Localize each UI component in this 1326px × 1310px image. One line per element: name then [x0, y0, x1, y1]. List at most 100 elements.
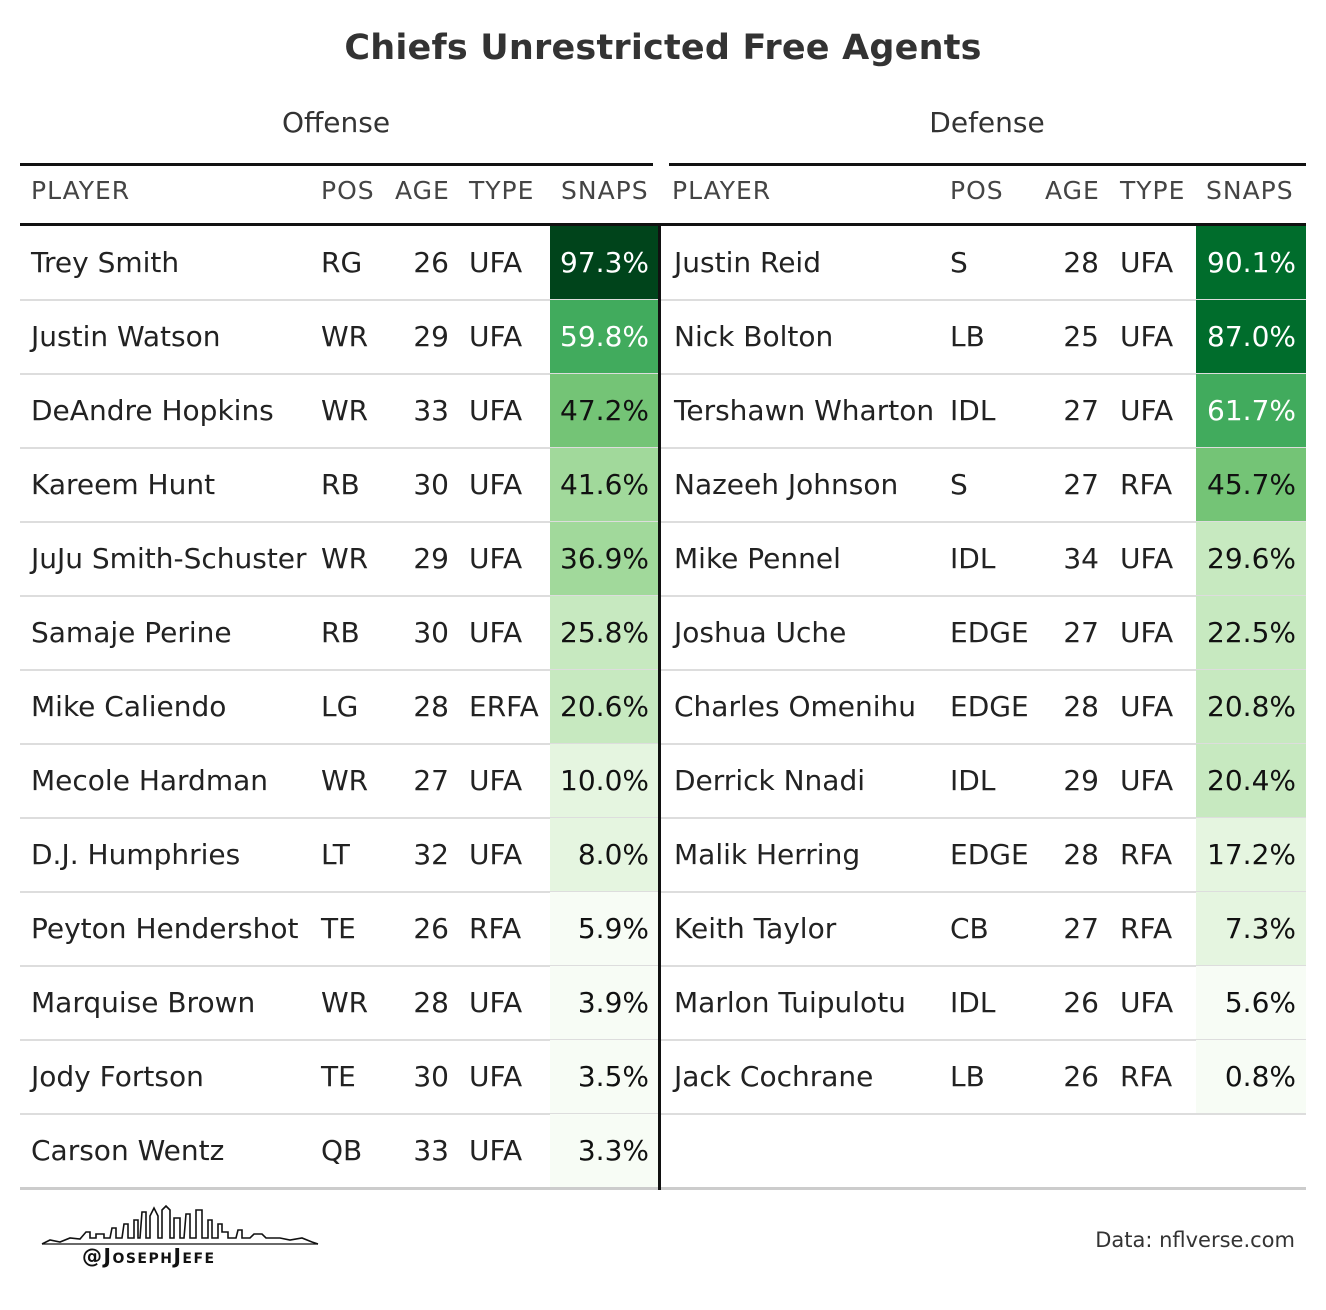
snap-percentage: 17.2% [1207, 838, 1296, 871]
snap-percentage: 22.5% [1207, 616, 1296, 649]
player-age: 26 [1063, 986, 1099, 1019]
player-position: WR [321, 320, 369, 353]
snap-percentage: 20.4% [1207, 764, 1296, 797]
player-age: 26 [413, 912, 449, 945]
row-divider [20, 299, 659, 301]
snap-heat-cell [550, 596, 659, 670]
player-position: LT [321, 838, 350, 871]
row-divider [661, 817, 1306, 819]
player-position: EDGE [950, 616, 1029, 649]
snap-percentage: 8.0% [577, 838, 649, 871]
player-position: CB [950, 912, 989, 945]
player-name: Nick Bolton [674, 320, 834, 353]
player-age: 33 [413, 394, 449, 427]
player-position: TE [321, 912, 356, 945]
table-bottom-rule [20, 1187, 1306, 1190]
row-divider [20, 891, 659, 893]
snap-percentage: 3.3% [577, 1134, 649, 1167]
snap-heat-cell [550, 226, 659, 300]
row-divider [661, 521, 1306, 523]
snap-percentage: 47.2% [560, 394, 649, 427]
snap-heat-cell [550, 522, 659, 596]
player-position: S [950, 468, 968, 501]
snap-heat-cell [1196, 744, 1306, 818]
player-name: Mecole Hardman [31, 764, 269, 797]
snap-percentage: 97.3% [560, 246, 649, 279]
snap-heat-cell [550, 374, 659, 448]
row-divider [661, 447, 1306, 449]
snap-heat-cell [550, 966, 659, 1040]
player-type: UFA [469, 468, 523, 501]
player-type: RFA [1120, 1060, 1173, 1093]
player-position: WR [321, 542, 369, 575]
row-divider [20, 965, 659, 967]
player-name: Nazeeh Johnson [674, 468, 899, 501]
row-divider [20, 521, 659, 523]
snap-percentage: 3.9% [577, 986, 649, 1019]
snap-heat-cell [1196, 670, 1306, 744]
snap-percentage: 61.7% [1207, 394, 1296, 427]
row-divider [20, 447, 659, 449]
row-divider [661, 965, 1306, 967]
player-position: IDL [950, 764, 996, 797]
player-position: LB [950, 1060, 985, 1093]
column-header-player: PLAYER [31, 176, 131, 205]
player-name: Peyton Hendershot [31, 912, 299, 945]
player-age: 33 [413, 1134, 449, 1167]
snap-percentage: 87.0% [1207, 320, 1296, 353]
player-age: 29 [413, 320, 449, 353]
snap-percentage: 45.7% [1207, 468, 1296, 501]
player-age: 28 [1063, 838, 1099, 871]
snap-percentage: 10.0% [560, 764, 649, 797]
player-type: UFA [469, 986, 523, 1019]
player-age: 30 [413, 616, 449, 649]
column-header-pos: POS [321, 176, 375, 205]
player-position: LG [321, 690, 359, 723]
row-divider [20, 595, 659, 597]
player-age: 30 [413, 468, 449, 501]
player-type: UFA [469, 1134, 523, 1167]
player-name: Samaje Perine [31, 616, 232, 649]
data-source: Data: nflverse.com [1095, 1228, 1295, 1252]
snap-heat-cell [1196, 226, 1306, 300]
column-header-age: AGE [1045, 176, 1100, 205]
snap-percentage: 20.6% [560, 690, 649, 723]
column-header-type: TYPE [1120, 176, 1186, 205]
snap-percentage: 5.6% [1224, 986, 1296, 1019]
snap-percentage: 29.6% [1207, 542, 1296, 575]
player-type: UFA [469, 838, 523, 871]
player-age: 27 [1063, 912, 1099, 945]
player-type: UFA [1120, 616, 1174, 649]
player-name: Malik Herring [674, 838, 861, 871]
snap-percentage: 0.8% [1224, 1060, 1296, 1093]
player-type: UFA [469, 320, 523, 353]
snap-heat-cell [550, 670, 659, 744]
player-type: UFA [1120, 542, 1174, 575]
player-type: RFA [1120, 838, 1173, 871]
snap-percentage: 7.3% [1224, 912, 1296, 945]
player-age: 26 [1063, 1060, 1099, 1093]
defense-title: Defense [929, 106, 1045, 139]
snap-percentage: 20.8% [1207, 690, 1296, 723]
player-type: RFA [1120, 468, 1173, 501]
snap-percentage: 3.5% [577, 1060, 649, 1093]
offense-header-rule [20, 163, 653, 166]
snap-heat-cell [1196, 374, 1306, 448]
player-name: JuJu Smith-Schuster [31, 542, 307, 575]
row-divider [20, 743, 659, 745]
player-position: WR [321, 394, 369, 427]
player-name: Marquise Brown [31, 986, 256, 1019]
snap-percentage: 90.1% [1207, 246, 1296, 279]
player-age: 28 [1063, 246, 1099, 279]
player-type: UFA [469, 616, 523, 649]
row-divider [20, 669, 659, 671]
player-type: ERFA [469, 690, 539, 723]
row-divider [661, 373, 1306, 375]
snap-heat-cell [1196, 300, 1306, 374]
row-divider [20, 1039, 659, 1041]
player-age: 27 [1063, 468, 1099, 501]
player-name: Jody Fortson [31, 1060, 204, 1093]
row-divider [20, 817, 659, 819]
snap-heat-cell [1196, 892, 1306, 966]
snap-heat-cell [550, 892, 659, 966]
